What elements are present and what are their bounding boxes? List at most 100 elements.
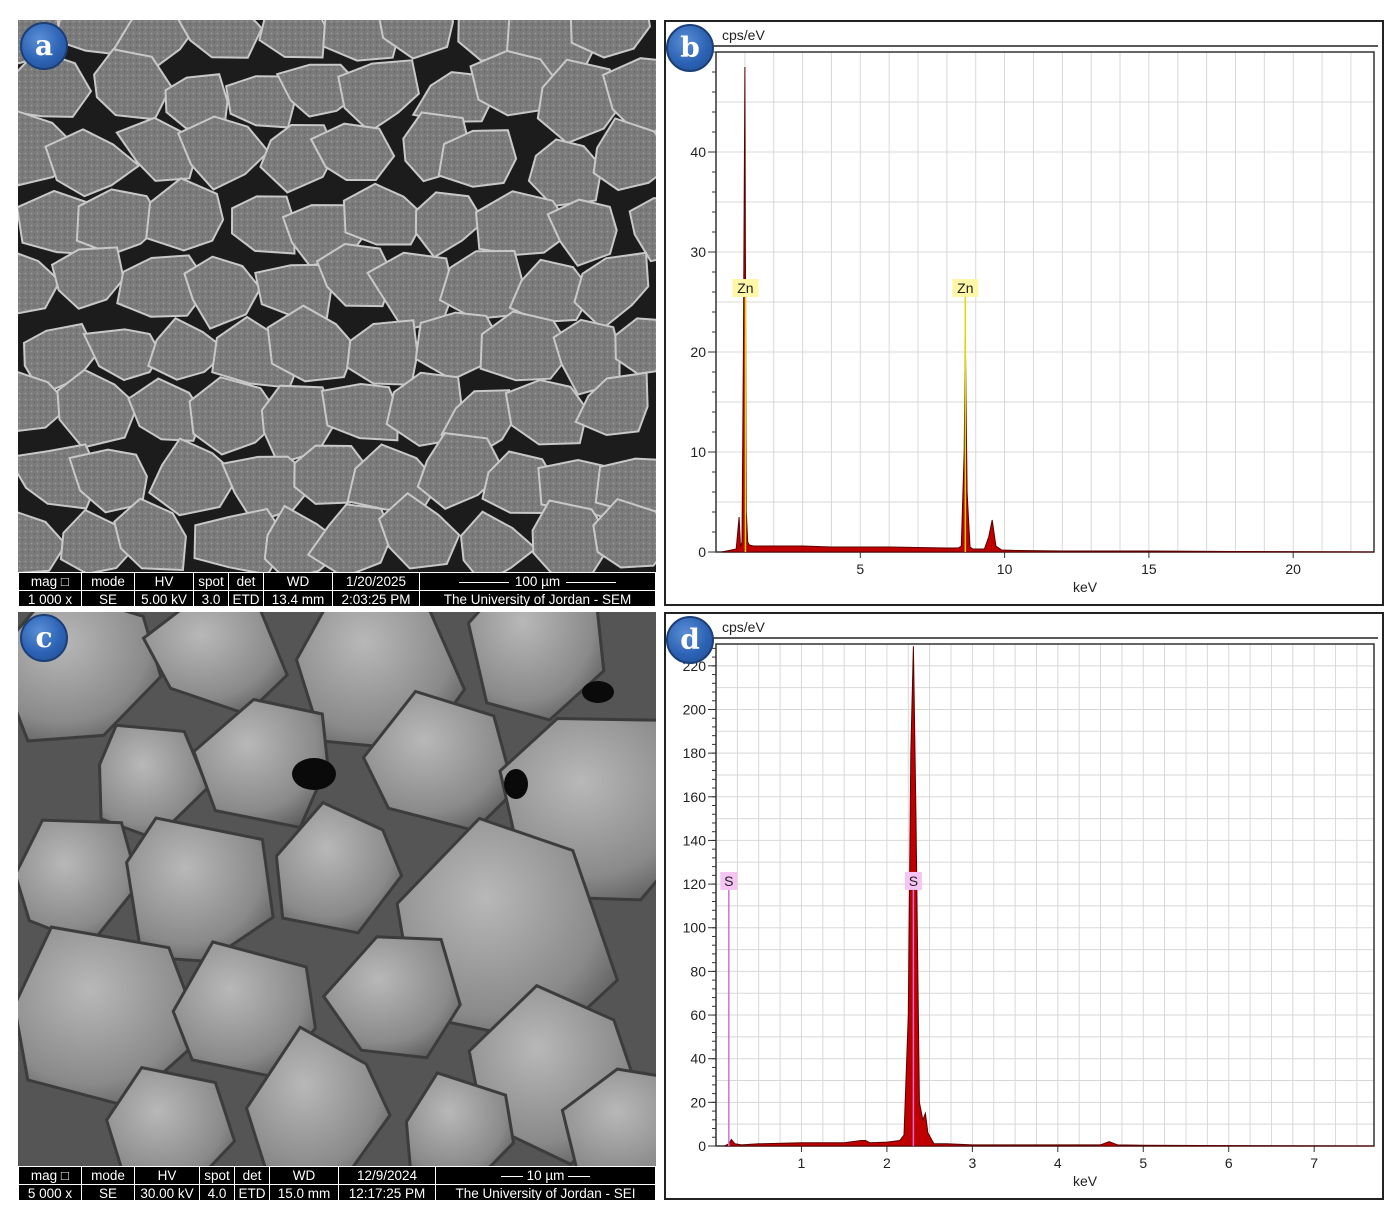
grain (230, 195, 296, 255)
databar-value: The University of Jordan - SEM (419, 590, 656, 609)
grain (592, 497, 656, 569)
y-tick-label: 30 (690, 244, 706, 260)
x-tick-label: 10 (997, 561, 1013, 577)
pore (504, 769, 528, 799)
grain (18, 511, 67, 572)
plot-frame (715, 643, 1375, 1147)
grain (176, 115, 270, 191)
grain (560, 1067, 656, 1166)
peak-label: S (724, 873, 733, 889)
databar-value: 15.0 mm (269, 1184, 339, 1203)
databar-header: mag □ (18, 1166, 82, 1185)
databar-header: WD (269, 1166, 339, 1185)
databar-value: 12:17:25 PM (338, 1184, 436, 1203)
grain (479, 310, 574, 382)
grain (601, 57, 656, 137)
y-tick-label: 40 (690, 1051, 706, 1067)
databar-value: 1 000 x (18, 590, 82, 609)
x-tick-label: 3 (968, 1155, 976, 1171)
y-tick-label: 100 (683, 920, 707, 936)
x-tick-label: 5 (856, 561, 864, 577)
grain (59, 508, 139, 572)
grain (93, 48, 173, 121)
databar-header: det (234, 1166, 270, 1185)
x-axis-label: keV (1073, 1173, 1098, 1189)
grain (309, 122, 396, 181)
grain (177, 20, 263, 59)
databar-header: spot (193, 572, 229, 591)
peak-label-box (952, 279, 979, 297)
x-tick-label: 2 (883, 1155, 891, 1171)
x-tick-label: 5 (1139, 1155, 1147, 1171)
databar-value: 5 000 x (18, 1184, 82, 1203)
grain (508, 258, 594, 324)
grain (416, 432, 506, 510)
databar-value: 2:03:25 PM (332, 590, 420, 609)
grain (147, 317, 230, 381)
pore (582, 681, 614, 703)
grain (127, 377, 205, 442)
grain (414, 191, 486, 259)
y-tick-label: 180 (683, 745, 707, 761)
y-tick-label: 0 (698, 1138, 706, 1154)
y-tick-label: 140 (683, 832, 707, 848)
pore (292, 758, 336, 790)
peak-label-box (720, 871, 738, 890)
grain (592, 117, 656, 192)
y-tick-label: 40 (690, 144, 706, 160)
grain (459, 510, 538, 572)
grain (469, 49, 561, 117)
grain (116, 254, 211, 318)
spectrum-series-0 (724, 646, 1375, 1147)
grid (715, 51, 1374, 553)
grain (614, 317, 656, 375)
sem-databar-a: mag □ mode HV spot det WD 1/20/2025 100 … (18, 572, 656, 609)
y-tick-label: 0 (698, 544, 706, 560)
peak-label: Zn (737, 280, 753, 296)
grain (531, 499, 614, 572)
grain (183, 255, 262, 330)
databar-header: HV (134, 1166, 200, 1185)
grain (569, 20, 651, 59)
peak-label-box (904, 871, 922, 890)
y-axis-label: cps/eV (722, 619, 765, 635)
grain (18, 371, 72, 432)
grain (258, 20, 327, 59)
sem-micrograph-a (18, 20, 656, 572)
grain (148, 437, 240, 517)
grain (628, 197, 656, 263)
spectrum-series-0 (721, 66, 1375, 553)
databar-header: HV (134, 572, 194, 591)
databar-value: 3.0 (193, 590, 229, 609)
y-tick-label: 80 (690, 963, 706, 979)
grain (244, 1025, 392, 1166)
grain (474, 190, 575, 256)
x-tick-label: 1 (798, 1155, 806, 1171)
grain (188, 376, 283, 456)
databar-value: 4.0 (199, 1184, 235, 1203)
sem-databar-c: mag □ mode HV spot det WD 12/9/2024 10 µ… (18, 1166, 656, 1203)
grain (315, 242, 395, 308)
y-tick-label: 60 (690, 1007, 706, 1023)
grid (715, 643, 1374, 1147)
grain (404, 1071, 516, 1166)
grain (573, 251, 650, 331)
databar-value: ETD (228, 590, 264, 609)
grain (50, 246, 125, 310)
databar-value: 30.00 kV (134, 1184, 200, 1203)
databar-header: mag □ (18, 572, 82, 591)
panel-label-c: c (20, 614, 68, 662)
peak-label: Zn (957, 280, 973, 296)
databar-value: 13.4 mm (263, 590, 333, 609)
grain (378, 20, 455, 60)
sem-image-c-graphic (18, 612, 656, 1166)
x-tick-label: 4 (1054, 1155, 1062, 1171)
x-tick-label: 6 (1225, 1155, 1233, 1171)
x-axis-label: keV (1073, 579, 1098, 595)
databar-header: mode (81, 572, 135, 591)
grain (266, 304, 357, 383)
grain (377, 492, 461, 570)
x-tick-label: 20 (1285, 561, 1301, 577)
y-tick-label: 160 (683, 789, 707, 805)
